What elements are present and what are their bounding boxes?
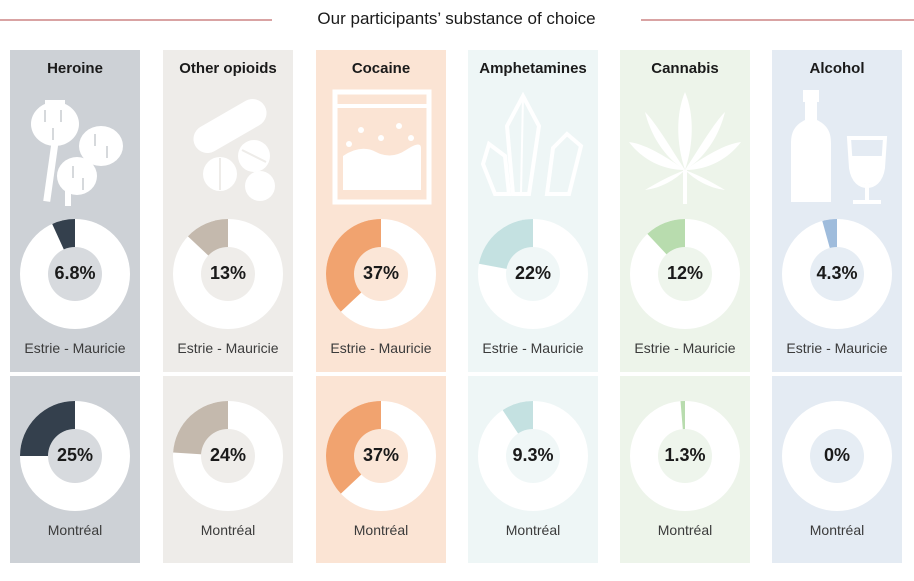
- pills-icon: [168, 86, 288, 206]
- percent-label: 37%: [362, 263, 400, 283]
- donut-estrie-hole: [48, 247, 102, 301]
- donut-chart: [173, 401, 283, 511]
- bag-icon: [321, 86, 441, 206]
- donut-chart: [326, 219, 436, 329]
- region-label: Montréal: [47, 522, 103, 538]
- donut-montreal: [630, 400, 740, 511]
- title-rule-right: [641, 19, 914, 21]
- percent-label: 24%: [209, 445, 247, 465]
- category-label: Alcohol: [809, 60, 865, 77]
- percent-label: 12%: [666, 263, 704, 283]
- bottle-glass-icon: [777, 86, 897, 206]
- donut-montreal-hole: [354, 429, 408, 483]
- percent-label: 0%: [823, 445, 850, 465]
- donut-estrie: [20, 219, 130, 329]
- donut-estrie-hole: [658, 247, 712, 301]
- region-label: Estrie - Mauricie: [177, 340, 279, 356]
- title-row: Our participants’ substance of choice: [0, 0, 914, 40]
- donut-montreal-hole: [506, 429, 560, 483]
- donut-estrie-hole: [354, 247, 408, 301]
- region-label: Montréal: [505, 522, 561, 538]
- donut-estrie: [173, 219, 283, 329]
- donut-chart: [20, 401, 130, 511]
- percent-label: 37%: [362, 445, 400, 465]
- poppy-icon: [15, 86, 135, 206]
- donut-estrie: [630, 219, 740, 329]
- crystal-icon: [473, 86, 593, 206]
- donut-montreal: [478, 401, 588, 511]
- region-label: Estrie - Mauricie: [24, 340, 126, 356]
- column-cannabis: Cannabis 12% Estrie - Mauricie 1.3% Montréal: [620, 50, 750, 563]
- donut-estrie-hole: [506, 247, 560, 301]
- region-label: Montréal: [657, 522, 713, 538]
- title-rule-left: [0, 19, 272, 21]
- donut-montreal: [782, 401, 892, 511]
- region-label: Estrie - Mauricie: [482, 340, 584, 356]
- donut-chart: [173, 219, 283, 329]
- category-label: Heroine: [47, 60, 103, 77]
- donut-estrie-hole: [810, 247, 864, 301]
- region-label: Montréal: [200, 522, 256, 538]
- column-alcohol: Alcohol 4.3% Estrie - Mauricie 0% Montréal: [772, 50, 902, 563]
- percent-label: 1.3%: [664, 445, 706, 465]
- column-other-opioids: Other opioids 13% Estrie - Mauricie 24% Mont…: [163, 50, 293, 563]
- donut-chart: [630, 219, 740, 329]
- donut-montreal-hole: [201, 429, 255, 483]
- column-amphetamines: Amphetamines 22% Estrie - Mauricie 9.3% Mont…: [468, 50, 598, 563]
- donut-chart: [782, 219, 892, 329]
- donut-montreal-hole: [658, 429, 712, 483]
- donut-montreal: [173, 401, 283, 511]
- donut-montreal-hole: [48, 429, 102, 483]
- category-label: Cocaine: [351, 60, 411, 77]
- category-label: Amphetamines: [479, 60, 587, 77]
- donut-estrie-hole: [201, 247, 255, 301]
- category-label: Cannabis: [651, 60, 719, 77]
- percent-label: 6.8%: [54, 263, 96, 283]
- region-label: Montréal: [353, 522, 409, 538]
- donut-estrie-slice: [326, 219, 381, 312]
- donut-estrie: [478, 219, 588, 329]
- donut-montreal: [20, 401, 130, 511]
- donut-chart: [782, 401, 892, 511]
- column-cocaine: Cocaine 37% Estrie - Mauricie 37% Montréal: [316, 50, 446, 563]
- donut-estrie: [326, 219, 436, 329]
- chart-title: Our participants’ substance of choice: [317, 9, 596, 28]
- region-label: Estrie - Mauricie: [634, 340, 736, 356]
- donut-montreal: [326, 401, 436, 511]
- percent-label: 9.3%: [512, 445, 554, 465]
- donut-estrie: [782, 219, 892, 329]
- donut-montreal-hole: [810, 429, 864, 483]
- category-label: Other opioids: [179, 60, 277, 77]
- region-label: Montréal: [809, 522, 865, 538]
- percent-label: 4.3%: [816, 263, 858, 283]
- donut-chart: [326, 401, 436, 511]
- percent-label: 22%: [514, 263, 552, 283]
- region-label: Estrie - Mauricie: [330, 340, 432, 356]
- percent-label: 13%: [209, 263, 247, 283]
- donut-montreal-slice: [326, 401, 381, 494]
- donut-chart: [630, 400, 740, 511]
- region-label: Estrie - Mauricie: [786, 340, 888, 356]
- donut-chart: [478, 401, 588, 511]
- donut-chart: [478, 219, 588, 329]
- donut-chart: [20, 219, 130, 329]
- cannabis-leaf-icon: [625, 86, 745, 206]
- column-heroine: Heroine 6.8% Estrie - Mauricie 25% Montréal: [10, 50, 140, 563]
- percent-label: 25%: [56, 445, 94, 465]
